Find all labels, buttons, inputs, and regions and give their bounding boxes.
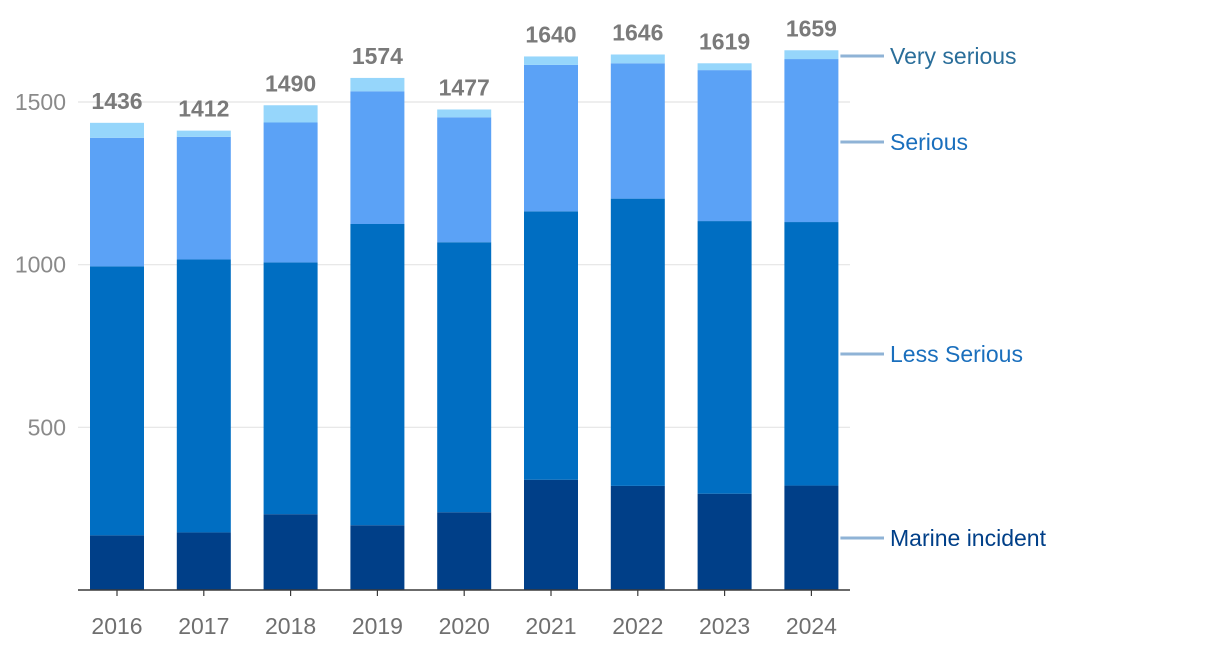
bar-segment-very-serious-2021 [524,56,578,65]
bar-segment-less-serious-2018 [263,262,318,515]
x-tick-label-2022: 2022 [612,613,663,639]
bar-segment-less-serious-2021 [524,211,578,480]
bar-segment-serious-2018 [263,122,318,263]
x-tick-label-2023: 2023 [699,613,750,639]
bar-segment-marine-incident-2016 [90,535,144,590]
bar-segment-serious-2024 [784,59,839,223]
legend-label-marine-incident: Marine incident [890,525,1047,551]
x-tick-label-2018: 2018 [265,613,316,639]
bars: 1436 1412 1490 1574 1477 1640 1646 1619 1659 [90,15,839,590]
y-tick-label: 1000 [15,252,66,278]
bar-segment-marine-incident-2023 [697,493,752,590]
bar-segment-very-serious-2020 [437,109,492,118]
bar-segment-marine-incident-2019 [350,525,405,590]
bar-segment-serious-2017 [176,136,231,260]
bar-segment-less-serious-2024 [784,222,839,486]
bar-segment-marine-incident-2024 [784,485,839,590]
total-label-2019: 1574 [352,43,403,69]
bar-segment-less-serious-2017 [176,259,231,533]
bar-segment-very-serious-2023 [697,63,752,71]
x-tick-label-2017: 2017 [178,613,229,639]
legend-label-very-serious: Very serious [890,43,1017,69]
x-tick-label-2021: 2021 [525,613,576,639]
bar-segment-less-serious-2022 [610,198,665,486]
legend: Marine incident Less Serious Serious Very s… [840,43,1047,551]
bar-segment-marine-incident-2021 [524,479,578,590]
total-label-2016: 1436 [91,88,142,114]
bar-segment-very-serious-2019 [350,77,405,92]
bar-segment-serious-2020 [437,117,492,243]
bar-segment-marine-incident-2018 [263,514,318,590]
legend-label-serious: Serious [890,129,968,155]
bar-segment-very-serious-2016 [90,122,144,138]
total-label-2021: 1640 [525,21,576,47]
x-tick-label-2016: 2016 [91,613,142,639]
bar-segment-serious-2021 [524,64,578,212]
bar-segment-less-serious-2019 [350,224,405,526]
total-label-2024: 1659 [786,15,837,41]
bar-segment-marine-incident-2017 [176,532,231,590]
bar-segment-less-serious-2016 [90,266,144,536]
y-tick-label: 500 [28,414,66,440]
total-label-2017: 1412 [178,96,229,122]
bar-segment-very-serious-2022 [610,54,665,64]
bar-segment-very-serious-2018 [263,105,318,123]
bar-segment-serious-2016 [90,137,144,267]
y-tick-label: 1500 [15,89,66,115]
legend-label-less-serious: Less Serious [890,341,1023,367]
bar-segment-serious-2022 [610,63,665,199]
bar-segment-marine-incident-2022 [610,485,665,590]
bar-segment-serious-2023 [697,70,752,222]
bar-segment-less-serious-2023 [697,221,752,494]
bar-segment-marine-incident-2020 [437,512,492,590]
x-tick-label-2024: 2024 [786,613,837,639]
axes: 500 1000 1500 2016 2017 2018 2019 2020 2021 2022 2… [15,89,850,639]
total-label-2018: 1490 [265,70,316,96]
bar-segment-very-serious-2017 [176,130,231,137]
bar-segment-less-serious-2020 [437,242,492,513]
x-tick-label-2019: 2019 [352,613,403,639]
total-label-2022: 1646 [612,20,663,46]
total-label-2020: 1477 [439,74,490,100]
bar-segment-very-serious-2024 [784,50,839,60]
x-tick-label-2020: 2020 [439,613,490,639]
total-label-2023: 1619 [699,28,750,54]
bar-segment-serious-2019 [350,91,405,224]
